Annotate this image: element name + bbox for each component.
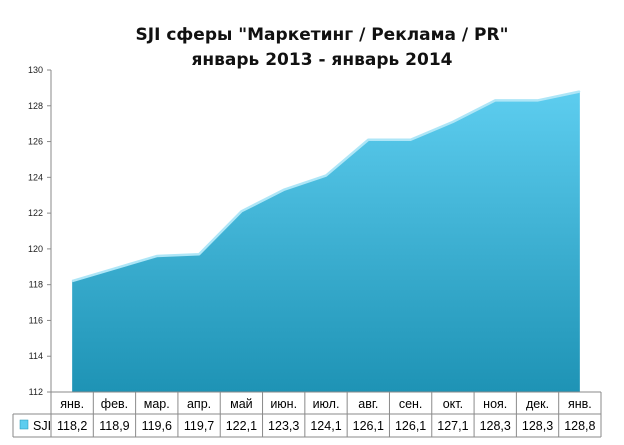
y-tick-label: 122: [28, 208, 43, 218]
data-value-label: 118,9: [99, 419, 129, 433]
x-category-label: сен.: [399, 397, 423, 411]
area-fill: [72, 91, 580, 392]
data-value-label: 127,1: [437, 419, 468, 433]
data-value-label: 119,7: [184, 419, 214, 433]
x-category-label: окт.: [443, 397, 463, 411]
data-value-label: 126,1: [395, 419, 426, 433]
y-tick-label: 114: [29, 351, 43, 361]
y-tick-label: 112: [29, 387, 43, 397]
data-value-label: 126,1: [353, 419, 384, 433]
data-point: [410, 139, 412, 141]
data-value-label: 124,1: [310, 419, 341, 433]
x-category-label: июл.: [313, 397, 340, 411]
data-value-label: 119,6: [142, 419, 172, 433]
x-category-label: янв.: [60, 397, 84, 411]
x-category-label: фев.: [101, 397, 128, 411]
data-point: [283, 189, 285, 191]
data-value-label: 118,2: [57, 419, 87, 433]
x-category-label: янв.: [568, 397, 592, 411]
y-tick-label: 126: [28, 137, 43, 147]
data-value-label: 128,8: [564, 419, 595, 433]
y-axis: 112 114 116 118 120 122 124 126 128 130: [28, 65, 52, 397]
data-value-label: 128,3: [522, 419, 553, 433]
y-tick-label: 120: [28, 244, 43, 254]
data-point: [494, 99, 496, 101]
data-point: [537, 99, 539, 101]
data-point: [452, 121, 454, 123]
data-value-label: 123,3: [268, 419, 299, 433]
data-point: [240, 210, 242, 212]
data-point: [367, 139, 369, 141]
y-tick-label: 118: [29, 280, 43, 290]
data-point: [579, 90, 581, 92]
x-category-label: июн.: [270, 397, 297, 411]
chart-subtitle: январь 2013 - январь 2014: [192, 50, 453, 70]
x-category-label: мар.: [144, 397, 170, 411]
y-tick-label: 116: [29, 315, 43, 325]
data-value-label: 128,3: [480, 419, 511, 433]
data-point: [113, 268, 115, 270]
data-value-label: 122,1: [226, 419, 257, 433]
data-point: [71, 280, 73, 282]
y-tick-label: 128: [28, 101, 43, 111]
data-point: [156, 255, 158, 257]
y-tick-label: 124: [28, 172, 43, 182]
y-tick-label: 130: [28, 65, 43, 75]
x-category-label: апр.: [187, 397, 211, 411]
x-category-label: дек.: [526, 397, 549, 411]
legend-swatch: [19, 419, 29, 430]
x-category-label: ноя.: [483, 397, 507, 411]
chart-title: SJI сферы "Маркетинг / Реклама / PR": [136, 25, 509, 45]
x-category-label: авг.: [358, 397, 378, 411]
data-point: [325, 175, 327, 177]
x-category-label: май: [230, 397, 253, 411]
data-table: янв. фев. мар. апр. май июн. июл. авг. сен. окт. н…: [12, 391, 602, 438]
data-point: [198, 253, 200, 255]
area-series: [71, 90, 581, 392]
legend-series-name: SJI: [33, 419, 51, 433]
